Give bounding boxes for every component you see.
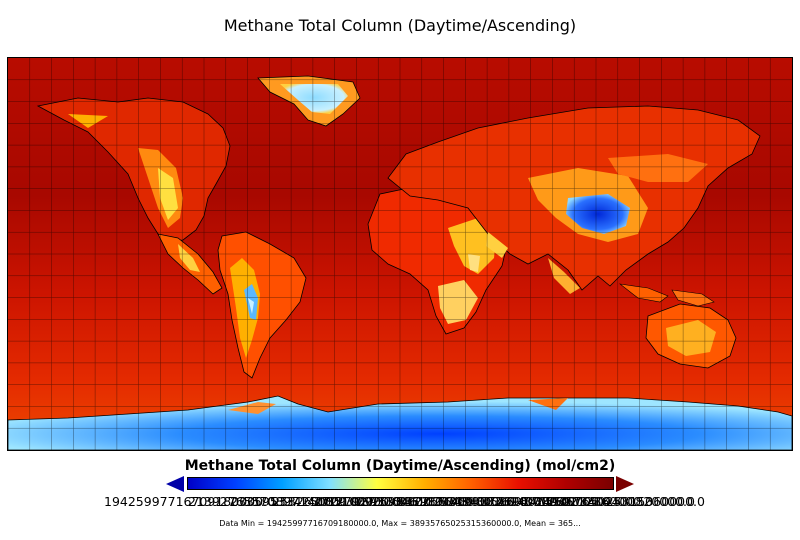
- colorbar: [187, 477, 614, 490]
- colorbar-tick-labels: 19425997716709180000.0 21392765570897140…: [0, 494, 800, 510]
- colorbar-tick-6: 31226604841836940000.0: [398, 494, 569, 509]
- colorbar-tick-1: 21392765570897140000.0: [188, 494, 359, 509]
- map-title: Methane Total Column (Daytime/Ascending): [223, 16, 577, 35]
- colorbar-tick-5: 29259836987648980000.0: [356, 494, 527, 509]
- colorbar-tick-4: 27293069133461020000.0: [314, 494, 485, 509]
- world-map: [8, 58, 792, 450]
- colorbar-tick-8: 35160140550212860000.0: [482, 494, 653, 509]
- colorbar-over-arrow: [616, 476, 634, 492]
- graticule: [8, 58, 792, 450]
- colorbar-tick-0: 19425997716709180000.0: [104, 494, 275, 509]
- map-panel: [7, 57, 793, 451]
- tibetan-plateau-low: [566, 194, 630, 234]
- colorbar-tick-7: 33193372696024900000.0: [440, 494, 611, 509]
- colorbar-tick-2: 23359533425085100000.0: [230, 494, 401, 509]
- data-stats: Data Min = 19425997716709180000.0, Max =…: [219, 519, 581, 528]
- colorbar-tick-9: 37126908404400820000.0: [524, 494, 695, 509]
- colorbar-title: Methane Total Column (Daytime/Ascending)…: [184, 458, 616, 474]
- australia: [645, 303, 737, 369]
- south-america: [217, 231, 307, 379]
- colorbar-under-arrow: [166, 476, 184, 492]
- colorbar-tick-3: 25326301279273060000.0: [272, 494, 443, 509]
- colorbar-tick-10: 38935765025315360000.0: [534, 494, 705, 509]
